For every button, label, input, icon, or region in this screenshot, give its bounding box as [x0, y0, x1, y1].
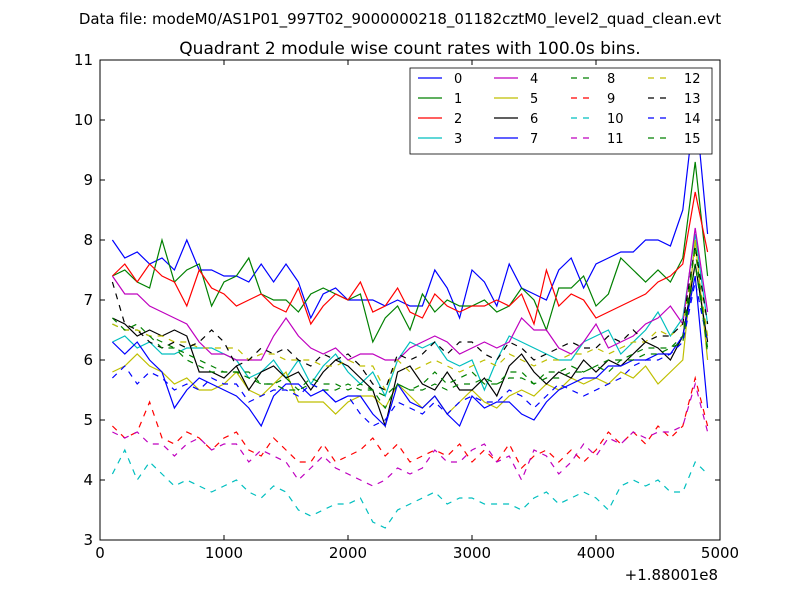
- series-line-4: [111, 227, 709, 361]
- y-tick-label: 7: [83, 291, 93, 309]
- x-tick-label: 5000: [701, 544, 739, 562]
- y-tick-label: 11: [74, 51, 93, 69]
- x-tick-label: 2000: [329, 544, 367, 562]
- series-line-10: [111, 448, 709, 529]
- legend-frame: [409, 67, 713, 155]
- x-tick-label: 1000: [205, 544, 243, 562]
- legend-label-7: 7: [530, 132, 538, 147]
- legend-label-2: 2: [454, 112, 462, 127]
- chart-title: Quadrant 2 module wise count rates with …: [179, 39, 640, 59]
- series-layer: [111, 101, 709, 529]
- series-line-14: [111, 281, 709, 427]
- y-tick-label: 5: [83, 411, 93, 429]
- x-offset-label: +1.88001e8: [625, 566, 718, 584]
- series-line-15: [111, 245, 709, 410]
- legend-label-13: 13: [684, 92, 701, 107]
- legend-label-11: 11: [607, 132, 624, 147]
- series-line-9: [111, 375, 709, 469]
- x-tick-label: 3000: [453, 544, 491, 562]
- series-line-2: [111, 191, 709, 326]
- legend-label-1: 1: [454, 92, 462, 107]
- legend-label-6: 6: [530, 112, 538, 127]
- series-line-3: [112, 233, 709, 398]
- y-tick-label: 3: [83, 531, 93, 549]
- legend-label-8: 8: [607, 72, 615, 87]
- legend-label-4: 4: [530, 72, 538, 87]
- legend-label-15: 15: [684, 132, 701, 147]
- legend-label-12: 12: [684, 72, 701, 87]
- plot-frame: [99, 59, 721, 541]
- series-line-1: [112, 161, 709, 344]
- x-tick-label: 0: [95, 544, 105, 562]
- series-line-11: [112, 381, 709, 487]
- series-line-13: [111, 245, 709, 391]
- series-line-7: [111, 275, 709, 428]
- legend-label-5: 5: [530, 92, 538, 107]
- y-tick-label: 6: [83, 351, 93, 369]
- y-tick-label: 8: [83, 231, 93, 249]
- series-line-8: [112, 263, 709, 397]
- legend-label-0: 0: [454, 72, 462, 87]
- chart-suptitle: Data file: modeM0/AS1P01_997T02_90000002…: [79, 10, 721, 29]
- legend-label-9: 9: [607, 92, 615, 107]
- y-tick-label: 10: [74, 111, 93, 129]
- legend-label-3: 3: [454, 132, 462, 147]
- series-line-0: [111, 101, 709, 320]
- x-tick-label: 4000: [577, 544, 615, 562]
- legend-label-14: 14: [684, 112, 701, 127]
- y-tick-label: 4: [83, 471, 93, 489]
- y-tick-label: 9: [83, 171, 93, 189]
- legend-label-10: 10: [607, 112, 624, 127]
